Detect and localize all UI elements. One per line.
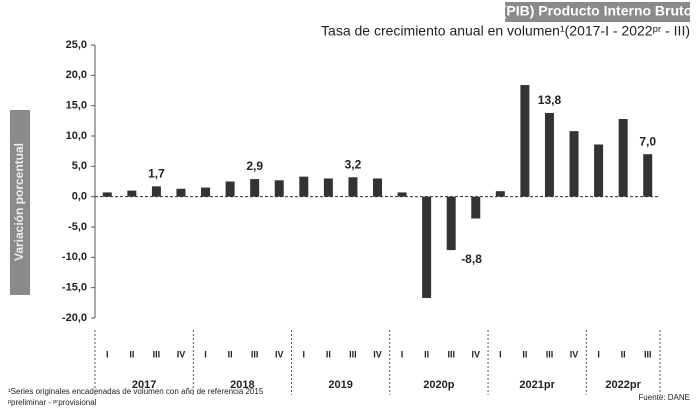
bar — [618, 119, 628, 197]
x-tick-label: IV — [373, 349, 382, 359]
y-axis-label: Variación porcentual — [12, 143, 26, 261]
x-tick-label: III — [153, 349, 161, 359]
data-label: 7,0 — [639, 134, 656, 148]
bar — [102, 192, 112, 197]
group-label: 2021pr — [519, 379, 555, 391]
bar — [495, 191, 505, 197]
bar — [569, 131, 579, 197]
y-tick-label: 25,0 — [66, 39, 87, 51]
x-tick-label: I — [597, 349, 600, 359]
x-tick-label: I — [401, 349, 404, 359]
bar — [299, 176, 309, 197]
x-tick-label: II — [228, 349, 233, 359]
x-tick-label: I — [106, 349, 109, 359]
chart-title: (PIB) Producto Interno Bruto — [502, 3, 693, 19]
note: ¹Series originales encadenadas de volume… — [8, 387, 264, 396]
x-tick-label: I — [204, 349, 207, 359]
bar — [323, 178, 333, 197]
bar — [643, 154, 653, 197]
y-tick-label: 15,0 — [66, 100, 87, 112]
x-tick-label: III — [251, 349, 259, 359]
bar — [397, 192, 407, 197]
x-tick-label: II — [522, 349, 527, 359]
bar — [471, 196, 481, 219]
bar — [151, 186, 161, 197]
x-tick-label: I — [303, 349, 306, 359]
bar — [250, 179, 260, 197]
bar — [176, 188, 186, 197]
bar — [201, 187, 211, 197]
group-label: 2022pr — [605, 379, 641, 391]
x-tick-label: IV — [472, 349, 481, 359]
x-tick-label: III — [644, 349, 652, 359]
y-tick-label: -20,0 — [62, 312, 87, 324]
bar — [225, 181, 235, 197]
data-label: 3,2 — [345, 157, 362, 171]
x-tick-label: II — [326, 349, 331, 359]
x-tick-label: II — [424, 349, 429, 359]
bar — [544, 112, 554, 197]
x-tick-label: II — [129, 349, 134, 359]
y-tick-label: -5,0 — [68, 221, 87, 233]
group-label: 2018 — [230, 379, 254, 391]
chart-subtitle: Tasa de crecimiento anual en volumen¹(20… — [321, 23, 690, 39]
data-label: 2,9 — [246, 159, 263, 173]
y-tick-label: -10,0 — [62, 251, 87, 263]
x-tick-label: IV — [570, 349, 579, 359]
bar — [348, 177, 358, 197]
x-tick-label: IV — [177, 349, 186, 359]
x-tick-label: III — [349, 349, 357, 359]
x-tick-label: III — [546, 349, 554, 359]
bar — [520, 85, 530, 197]
y-tick-label: 0,0 — [72, 191, 87, 203]
bar — [274, 180, 284, 197]
x-tick-label: IV — [275, 349, 284, 359]
x-tick-label: I — [499, 349, 502, 359]
bar — [594, 144, 604, 197]
bar — [422, 196, 432, 298]
data-label: 13,8 — [538, 93, 562, 107]
x-tick-label: III — [447, 349, 455, 359]
note: ᵖpreliminar - ᵖʳprovisional — [8, 398, 97, 407]
y-tick-label: 20,0 — [66, 69, 87, 81]
data-label: -8,8 — [461, 252, 482, 266]
group-label: 2017 — [132, 379, 156, 391]
source: Fuente: DANE — [638, 393, 690, 402]
bar — [446, 196, 456, 251]
group-label: 2020p — [423, 379, 454, 391]
y-label-box — [10, 110, 30, 295]
y-tick-label: -15,0 — [62, 282, 87, 294]
data-label: 1,7 — [148, 167, 165, 181]
bar — [127, 190, 137, 197]
y-tick-label: 10,0 — [66, 130, 87, 142]
y-tick-label: 5,0 — [72, 160, 87, 172]
title-box — [505, 2, 690, 22]
x-tick-label: II — [621, 349, 626, 359]
group-label: 2019 — [328, 379, 352, 391]
bar — [373, 178, 382, 197]
